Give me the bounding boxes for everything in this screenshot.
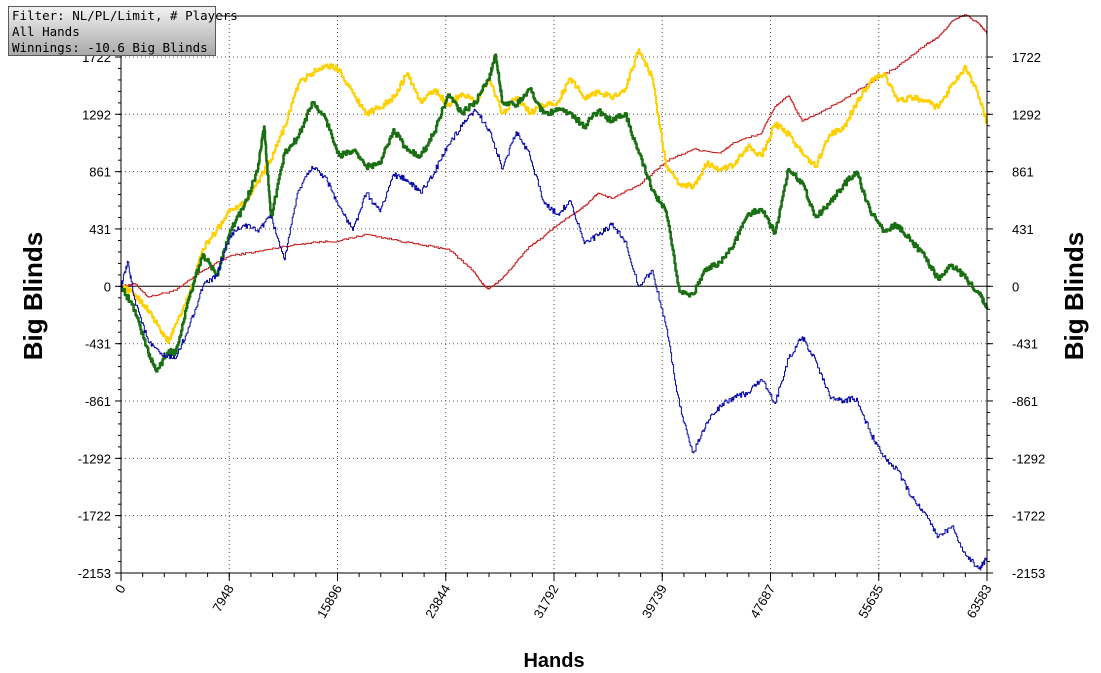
y-tick-label-left: 0 xyxy=(104,279,111,294)
y-tick-label-left: 861 xyxy=(89,165,111,180)
y-tick-label-right: 431 xyxy=(1012,222,1034,237)
y-tick-label-left: 431 xyxy=(89,222,111,237)
filter-line: Filter: NL/PL/Limit, # Players xyxy=(12,8,238,23)
x-axis-title: Hands xyxy=(523,650,584,672)
y-tick-label-left: -861 xyxy=(85,394,111,409)
x-tick-label: 47687 xyxy=(747,582,778,621)
y-tick-label-left: -431 xyxy=(85,337,111,352)
y-tick-label-left: -1722 xyxy=(78,509,111,524)
x-tick-label: 63583 xyxy=(964,582,995,621)
series-line-2 xyxy=(121,48,988,344)
x-tick-label: 7948 xyxy=(209,582,236,615)
y-tick-label-right: -1722 xyxy=(1012,509,1045,524)
filter-info-box: Filter: NL/PL/Limit, # Players All Hands… xyxy=(8,6,238,56)
winnings-summary-line: Winnings: -10.6 Big Blinds xyxy=(12,40,208,55)
x-tick-label: 31792 xyxy=(531,582,562,621)
y-tick-label-right: 1722 xyxy=(1012,50,1041,65)
x-tick-label: 39739 xyxy=(639,582,670,621)
y-axis-right-labels: -2153 -1722 -1292 -861 -431 0 431 861 1292 1722 xyxy=(1012,50,1045,581)
hands-scope-line: All Hands xyxy=(12,24,80,39)
series-layer xyxy=(120,14,989,571)
axis-ticks xyxy=(115,56,993,581)
series-line-3 xyxy=(120,53,989,373)
series-line-4 xyxy=(121,108,988,571)
y-tick-label-left: 1292 xyxy=(82,107,111,122)
y-tick-label-right: 861 xyxy=(1012,165,1034,180)
y-axis-title-right: Big Blinds xyxy=(1059,232,1089,361)
x-tick-label: 23844 xyxy=(422,582,453,621)
y-tick-label-right: -861 xyxy=(1012,394,1038,409)
y-tick-label-left: -1292 xyxy=(78,451,111,466)
gridlines xyxy=(121,16,987,573)
y-tick-label-right: -1292 xyxy=(1012,451,1045,466)
x-tick-label: 15896 xyxy=(314,582,345,621)
series-line-1 xyxy=(121,14,988,298)
x-tick-label: 0 xyxy=(112,582,129,596)
y-tick-label-right: -431 xyxy=(1012,337,1038,352)
y-tick-label-left: -2153 xyxy=(78,566,111,581)
y-axis-title-left: Big Blinds xyxy=(18,232,48,361)
y-tick-label-right: 0 xyxy=(1012,279,1019,294)
y-tick-label-right: -2153 xyxy=(1012,566,1045,581)
x-tick-label: 55635 xyxy=(855,582,886,621)
y-tick-label-right: 1292 xyxy=(1012,107,1041,122)
x-axis-labels: 0 7948 15896 23844 31792 39739 47687 55635 63583 xyxy=(112,582,995,621)
